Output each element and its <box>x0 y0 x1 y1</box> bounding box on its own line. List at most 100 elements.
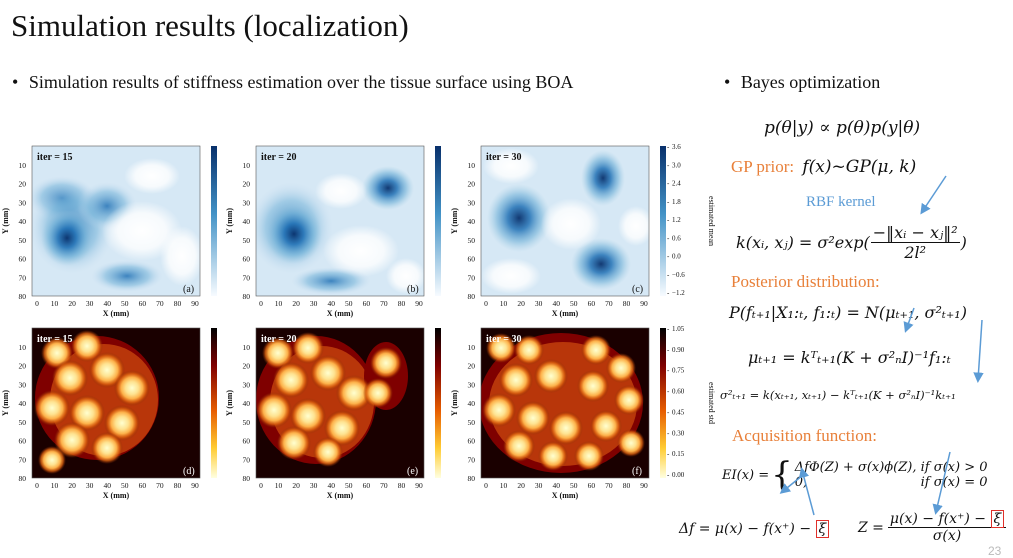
x-tick-label: 40 <box>103 481 111 490</box>
x-axis-title: X (mm) <box>327 491 354 500</box>
bayes-rule: p(θ|y) ∝ p(θ)p(y|θ) <box>764 118 921 138</box>
x-tick-label: 10 <box>500 481 508 490</box>
colorbar-tick-label: 2.4 <box>672 180 681 188</box>
x-tick-label: 50 <box>570 481 578 490</box>
x-tick-label: 70 <box>605 299 613 308</box>
ei-case-1: ΔfΦ(Z) + σ(x)ϕ(Z), if σ(x) > 0 <box>794 460 988 475</box>
kernel-denominator: 2l² <box>904 243 927 262</box>
x-tick-label: 50 <box>570 299 578 308</box>
y-tick-label: 50 <box>468 418 476 427</box>
kernel-fraction: −‖xᵢ − xⱼ‖² 2l² <box>870 223 960 262</box>
x-tick-label: 70 <box>380 481 388 490</box>
x-tick-label: 80 <box>623 299 631 308</box>
y-tick-label: 50 <box>243 236 251 245</box>
x-tick-label: 80 <box>398 481 406 490</box>
colorbar-tick-mark: - <box>667 408 670 416</box>
x-tick-label: 90 <box>191 481 199 490</box>
colorbar-tick-label: 1.8 <box>672 198 681 206</box>
y-axis-title: Y (mm) <box>1 208 10 234</box>
y-tick-label: 60 <box>468 255 476 264</box>
x-tick-label: 40 <box>552 481 560 490</box>
colorbar-tick-label: 0.00 <box>672 471 685 479</box>
colorbar-tick-label: 3.0 <box>672 161 681 169</box>
y-tick-label: 10 <box>19 343 27 352</box>
x-tick-label: 40 <box>327 299 335 308</box>
left-bullet-text: Simulation results of stiffness estimati… <box>28 72 574 92</box>
colorbar-tick-mark: - <box>667 471 670 479</box>
y-tick-label: 70 <box>243 455 251 464</box>
colorbar-tick-mark: - <box>667 180 670 188</box>
x-tick-label: 60 <box>363 299 371 308</box>
x-tick-label: 60 <box>588 299 596 308</box>
z-numerator: μ(x) − f(x⁺) − ξ <box>887 510 1007 528</box>
colorbar-tick-mark: - <box>667 450 670 458</box>
colorbar-tick-label: 0.30 <box>672 429 685 437</box>
x-tick-label: 10 <box>51 299 59 308</box>
colorbar-tick-label: 0.90 <box>672 346 685 354</box>
y-tick-label: 10 <box>243 161 251 170</box>
colorbar-e <box>435 328 441 478</box>
y-tick-label: 20 <box>243 180 251 189</box>
y-tick-label: 20 <box>243 362 251 371</box>
gp-prior-label: GP prior: <box>731 157 795 176</box>
x-tick-label: 70 <box>605 481 613 490</box>
colorbar-tick-label: 0.0 <box>672 253 681 261</box>
arrow-ei <box>798 467 815 516</box>
y-tick-label: 80 <box>243 474 251 483</box>
z-denominator: σ(x) <box>932 528 962 544</box>
y-axis-title: Y (mm) <box>450 390 459 416</box>
delta-f-equation: Δf = μ(x) − f(x⁺) − ξ <box>679 520 830 538</box>
gp-prior: GP prior: f(x)~GP(μ, k) <box>731 157 916 177</box>
colorbar-tick-label: −1.2 <box>672 289 685 297</box>
panel-f-iter: iter = 30 <box>486 334 522 345</box>
x-tick-label: 40 <box>552 299 560 308</box>
x-tick-label: 20 <box>517 481 525 490</box>
colorbar-tick-label: 3.6 <box>672 143 681 151</box>
colorbar-tick-label: 0.45 <box>672 408 685 416</box>
y-tick-label: 30 <box>243 198 251 207</box>
ei-lhs: EI(x) = <box>722 467 770 483</box>
delta-f-expr: Δf = μ(x) − f(x⁺) − <box>679 521 812 537</box>
y-tick-label: 80 <box>243 292 251 301</box>
arrow-delta <box>779 474 804 494</box>
colorbar-tick-mark: - <box>667 325 670 333</box>
x-tick-label: 30 <box>86 299 94 308</box>
y-tick-label: 30 <box>19 380 27 389</box>
left-bullet: • Simulation results of stiffness estima… <box>12 72 573 93</box>
x-axis-title: X (mm) <box>103 309 130 318</box>
panel-a-iter: iter = 15 <box>37 152 73 163</box>
panel-f-std-map <box>480 327 650 479</box>
y-tick-label: 10 <box>468 343 476 352</box>
bullet-dot: • <box>12 72 19 92</box>
y-tick-label: 60 <box>19 255 27 264</box>
colorbar-tick-mark: - <box>667 143 670 151</box>
panel-d-std-map <box>31 327 201 479</box>
panel-a-mean-map <box>31 145 201 297</box>
x-tick-label: 50 <box>121 481 129 490</box>
z-lhs: Z = <box>858 519 884 536</box>
colorbar-tick-label: 0.15 <box>672 450 685 458</box>
std-colorbar-label: estimated std <box>707 382 716 424</box>
panel-d-iter: iter = 15 <box>37 334 73 345</box>
x-tick-label: 30 <box>86 481 94 490</box>
y-tick-label: 50 <box>19 236 27 245</box>
x-tick-label: 20 <box>517 299 525 308</box>
y-tick-label: 70 <box>468 273 476 282</box>
y-axis-title: Y (mm) <box>1 390 10 416</box>
x-tick-label: 60 <box>139 299 147 308</box>
y-tick-label: 60 <box>19 437 27 446</box>
panel-c-mean-map <box>480 145 650 297</box>
panel-b-iter: iter = 20 <box>261 152 297 163</box>
acquisition-label: Acquisition function: <box>732 426 877 445</box>
colorbar-ticks: -3.6- 3.0- 2.4- 1.8- 1.2- 0.6- 0.0- −0.6- −1.2- 1… <box>667 143 685 479</box>
colorbar-tick-mark: - <box>667 289 670 297</box>
panel-c-iter: iter = 30 <box>486 152 522 163</box>
panel-a-letter: (a) <box>183 284 194 295</box>
colorbar-f <box>660 328 666 478</box>
y-tick-label: 80 <box>19 474 27 483</box>
x-tick-label: 90 <box>640 299 648 308</box>
x-tick-label: 50 <box>345 299 353 308</box>
x-tick-label: 40 <box>103 299 111 308</box>
x-tick-label: 90 <box>415 481 423 490</box>
x-tick-label: 0 <box>35 299 39 308</box>
